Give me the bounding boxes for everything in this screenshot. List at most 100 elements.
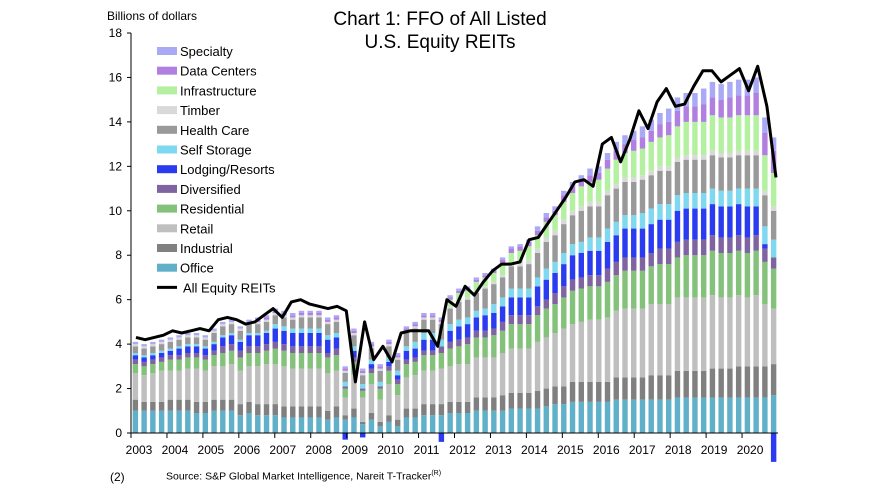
bar-segment-diversified [526, 315, 532, 325]
bar-segment-data-centers [543, 217, 550, 222]
bar-segment-industrial [272, 404, 278, 416]
bar-segment-timber [421, 317, 427, 320]
bar-segment-industrial [342, 415, 348, 420]
legend-swatch [157, 86, 177, 95]
bar-segment-lodging-resorts [517, 297, 523, 316]
bar-segment-specialty [438, 317, 445, 320]
bar-segment-diversified [499, 321, 506, 331]
bar-segment-retail [561, 328, 567, 387]
bar-segment-diversified [491, 328, 497, 336]
bar-segment-specialty [517, 244, 523, 247]
bar-segment-lodging-resorts [237, 341, 243, 351]
bar-segment-office [167, 410, 174, 433]
bar-segment-retail [202, 370, 209, 402]
bar-segment-data-centers [709, 97, 716, 116]
bar-segment-diversified [762, 248, 768, 262]
bar-segment-industrial [132, 399, 139, 411]
bar-segment-residential [193, 357, 200, 369]
bar-segment-timber [709, 150, 716, 156]
bar-segment-lodging-resorts [526, 297, 532, 316]
bar-segment-health-care [587, 206, 593, 238]
x-tick-label: 2009 [341, 443, 368, 457]
bar-segment-retail [596, 319, 602, 382]
bar-segment-diversified [683, 239, 689, 256]
bar-segment-office [228, 410, 235, 433]
bar-segment-specialty [333, 315, 340, 318]
bar-segment-data-centers [674, 110, 681, 127]
bar-segment-retail [351, 375, 357, 409]
bar-segment-lodging-resorts [412, 348, 418, 358]
bar-segment-retail [281, 366, 287, 407]
bar-segment-lodging-resorts [561, 264, 567, 287]
bar-segment-timber [666, 166, 672, 171]
bar-segment-retail [193, 368, 200, 402]
bar-segment-diversified [482, 330, 488, 338]
bar-segment-timber [718, 153, 724, 158]
bar-segment-specialty [700, 88, 707, 105]
bar-segment-specialty [473, 277, 480, 280]
bar-segment-timber [377, 368, 383, 371]
bar-segment-specialty [202, 335, 209, 338]
x-tick-label: 2016 [593, 443, 620, 457]
bar-segment-retail [517, 348, 523, 393]
bar-segment-office [753, 397, 759, 433]
bar-segment-health-care [464, 299, 471, 318]
bar-segment-office [333, 417, 340, 433]
bar-segment-self-storage [613, 221, 619, 236]
bar-segment-lodging-resorts [657, 219, 663, 249]
bar-segment-residential [613, 275, 619, 311]
bar-segment-specialty [631, 130, 637, 140]
bar-segment-office [735, 397, 742, 433]
bar-segment-specialty [325, 317, 331, 320]
x-tick-label: 2007 [269, 443, 296, 457]
bar-segment-residential [412, 361, 418, 376]
bar-segment-office [307, 417, 313, 433]
bar-segment-specialty [508, 246, 515, 249]
bar-segment-data-centers [534, 230, 541, 236]
bar-segment-residential [648, 266, 654, 305]
bar-segment-industrial [438, 404, 445, 416]
bar-segment-infrastructure [753, 115, 759, 151]
bar-segment-health-care [307, 317, 313, 329]
bar-segment-specialty [316, 310, 322, 313]
bar-segment-retail [569, 324, 576, 382]
bar-segment-diversified [150, 359, 156, 365]
bar-segment-self-storage [744, 188, 751, 207]
bar-segment-data-centers [648, 130, 654, 142]
bar-segment-retail [700, 297, 707, 371]
x-tick-label: 2019 [701, 443, 728, 457]
bar-segment-retail [176, 370, 182, 400]
bar-segment-health-care [290, 319, 296, 329]
bar-segment-self-storage [368, 359, 375, 365]
bar-segment-retail [692, 297, 698, 371]
bar-segment-specialty [622, 135, 628, 145]
bar-segment-timber [499, 275, 506, 278]
bar-segment-data-centers [307, 313, 313, 316]
bar-segment-industrial [648, 375, 654, 400]
bar-segment-industrial [683, 370, 689, 398]
bar-segment-lodging-resorts [325, 339, 331, 353]
bar-segment-residential [342, 388, 348, 398]
bar-segment-diversified [631, 257, 637, 271]
bar-segment-office [176, 410, 182, 433]
bar-segment-specialty [648, 119, 654, 131]
bar-segment-self-storage [534, 277, 541, 287]
bar-segment-office [639, 399, 646, 433]
bar-segment-office [464, 413, 471, 433]
bar-segment-retail [543, 337, 550, 389]
bar-segment-self-storage [648, 208, 654, 225]
bar-segment-retail [298, 368, 305, 407]
bar-segment-office [158, 410, 165, 433]
legend-label-line: All Equity REITs [183, 280, 276, 295]
bar-segment-retail [272, 364, 278, 405]
bar-segment-retail [534, 341, 541, 391]
bar-segment-self-storage [762, 226, 768, 245]
bar-segment-industrial [351, 408, 357, 418]
bar-segment-retail [639, 308, 646, 378]
bar-segment-timber [176, 337, 182, 340]
bar-segment-specialty [456, 288, 462, 291]
bar-segment-specialty [604, 153, 611, 160]
bar-segment-residential [176, 359, 182, 371]
bar-segment-infrastructure [491, 273, 497, 282]
bar-segment-health-care [132, 346, 139, 353]
